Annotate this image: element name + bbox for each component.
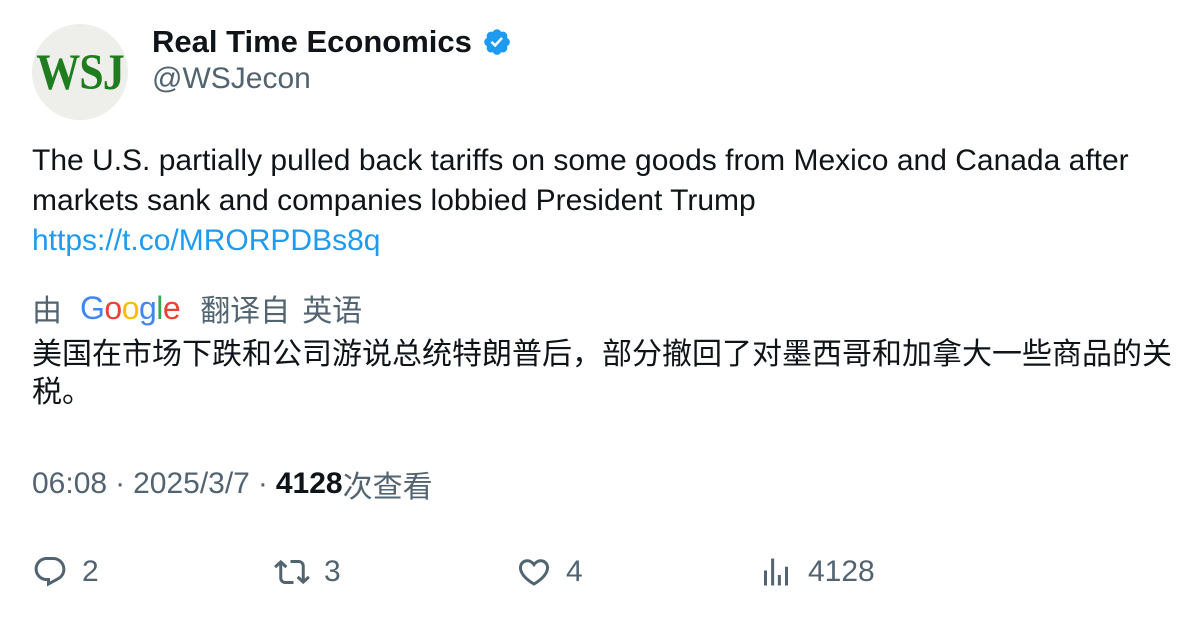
google-logo-letter: o — [121, 289, 140, 326]
translation-prefix: 由 — [32, 295, 62, 328]
heart-icon — [518, 559, 550, 586]
views-count: 4128 — [275, 467, 343, 500]
views-button[interactable]: 4128 — [758, 552, 875, 592]
translated-text: 美国在市场下跌和公司游说总统特朗普后，部分撤回了对墨西哥和加拿大一些商品的关税。 — [32, 338, 1172, 409]
tweet-time[interactable]: 06:08 — [32, 467, 108, 500]
meta-separator: · — [115, 467, 126, 500]
google-logo-letter: o — [104, 289, 122, 326]
translated-from-label: 翻译自 — [200, 295, 291, 328]
translation-attribution: 由 G o o g l e 翻译自 英语 — [32, 288, 363, 329]
retweet-button[interactable]: 3 — [274, 552, 341, 592]
author-handle[interactable]: @WSJecon — [152, 62, 311, 95]
tweet-text: The U.S. partially pulled back tariffs o… — [32, 144, 1129, 217]
tweet-body: The U.S. partially pulled back tariffs o… — [32, 141, 1172, 261]
views-action-count: 4128 — [808, 555, 875, 588]
meta-separator: · — [257, 467, 268, 500]
google-logo-letter: G — [80, 289, 105, 326]
reply-count: 2 — [82, 555, 99, 588]
tweet-link[interactable]: https://t.co/MRORPDBs8q — [32, 224, 381, 257]
display-name[interactable]: Real Time Economics — [152, 24, 472, 59]
retweet-count: 3 — [324, 555, 341, 588]
google-logo: G o o g l e — [80, 289, 181, 327]
action-bar: 2 3 4 4128 — [32, 552, 1172, 592]
reply-icon — [34, 557, 66, 587]
avatar[interactable]: WSJ — [32, 24, 128, 120]
like-button[interactable]: 4 — [516, 552, 583, 592]
google-logo-letter: l — [156, 289, 163, 326]
google-logo-letter: e — [162, 289, 181, 326]
avatar-logo-text: WSJ — [36, 43, 124, 101]
retweet-icon — [274, 559, 310, 585]
google-logo-letter: g — [138, 289, 157, 326]
tweet-meta: 06:08 · 2025/3/7 · 4128 次查看 — [32, 464, 433, 504]
analytics-icon — [764, 558, 788, 586]
reply-button[interactable]: 2 — [32, 552, 99, 592]
author-name-row: Real Time Economics — [152, 22, 512, 62]
source-language: 英语 — [302, 295, 363, 328]
views-label: 次查看 — [342, 471, 433, 504]
verified-badge-icon — [484, 29, 510, 55]
tweet-date[interactable]: 2025/3/7 — [133, 467, 250, 500]
like-count: 4 — [566, 555, 583, 588]
